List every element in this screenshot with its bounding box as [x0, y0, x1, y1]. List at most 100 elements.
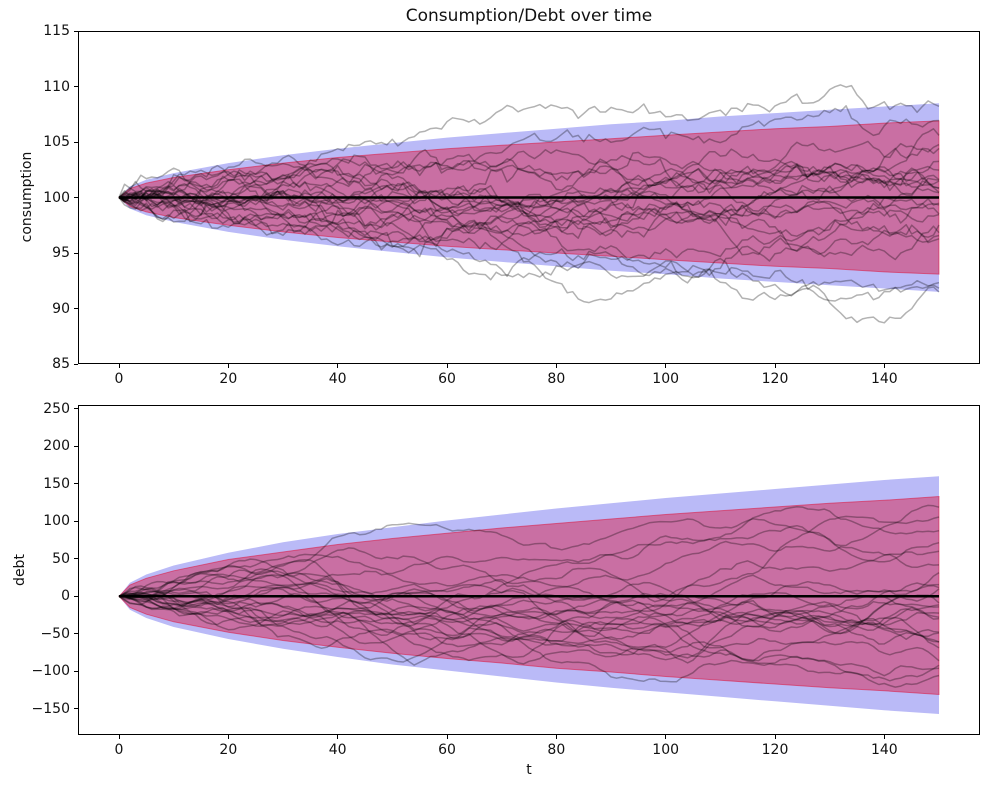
y-tick-mark	[74, 445, 78, 447]
y-tick-mark	[74, 483, 78, 485]
figure-title: Consumption/Debt over time	[405, 6, 653, 26]
sample-path	[118, 84, 940, 203]
x-tick-label: 40	[328, 742, 347, 758]
sample-path	[119, 587, 940, 641]
sample-path	[118, 568, 940, 649]
xlabel-t: t	[526, 762, 532, 778]
sample-path	[118, 196, 940, 256]
y-tick-label: 0	[61, 588, 70, 605]
sample-path	[118, 190, 940, 281]
y-tick-label: 110	[43, 78, 70, 95]
y-tick-mark	[74, 558, 78, 560]
sample-path	[118, 148, 940, 199]
sample-path	[118, 166, 940, 245]
sample-path	[118, 190, 940, 261]
sample-path	[118, 183, 940, 297]
y-tick-mark	[74, 308, 78, 309]
y-tick-label: 100	[43, 513, 70, 530]
x-tick-mark	[665, 364, 667, 368]
x-tick-label: 0	[114, 742, 124, 758]
sample-path	[118, 591, 940, 683]
x-tick-mark	[227, 364, 229, 368]
x-tick-label: 40	[328, 371, 347, 387]
sample-path	[118, 588, 940, 688]
x-tick-label: 20	[219, 742, 238, 758]
sample-path	[118, 164, 940, 324]
y-tick-mark	[74, 86, 78, 87]
x-tick-mark	[774, 364, 776, 368]
sample-path	[118, 506, 940, 598]
x-tick-mark	[446, 735, 448, 739]
x-tick-mark	[118, 735, 120, 739]
axes-spine	[78, 31, 980, 364]
x-tick-mark	[227, 735, 229, 739]
y-tick-mark	[74, 595, 78, 597]
sample-path	[118, 595, 940, 640]
sample-path	[118, 515, 940, 606]
y-tick-label: 115	[43, 23, 70, 39]
x-tick-label: 0	[114, 371, 124, 387]
y-tick-label: 250	[43, 400, 70, 417]
sample-path	[118, 176, 940, 239]
axes-spine	[78, 405, 980, 735]
sample-path	[118, 572, 940, 634]
y-tick-label: 90	[52, 300, 70, 317]
y-tick-mark	[74, 633, 78, 635]
y-tick-mark	[74, 197, 78, 198]
y-tick-label: 95	[52, 245, 70, 261]
x-tick-label: 120	[761, 742, 789, 758]
sample-path	[118, 574, 940, 620]
x-tick-mark	[555, 735, 557, 739]
x-tick-label: 140	[870, 742, 898, 758]
y-tick-mark	[74, 708, 78, 710]
sample-path	[118, 164, 940, 224]
sample-path	[118, 594, 940, 677]
x-tick-mark	[337, 735, 339, 739]
sample-path	[118, 164, 940, 236]
sample-path	[118, 585, 940, 643]
x-tick-label: 100	[652, 371, 680, 387]
y-tick-mark	[74, 141, 78, 143]
sample-path	[118, 540, 940, 604]
y-tick-mark	[74, 520, 78, 522]
sample-path	[118, 595, 940, 664]
sample-path	[118, 573, 940, 649]
y-tick-mark	[74, 363, 78, 365]
sample-path	[118, 182, 940, 229]
x-tick-mark	[446, 364, 448, 368]
x-tick-mark	[883, 364, 885, 368]
sample-path	[118, 592, 940, 662]
x-tick-mark	[665, 735, 667, 739]
y-tick-label: 50	[52, 550, 70, 567]
y-tick-label: 100	[43, 189, 70, 206]
sample-path	[118, 189, 940, 272]
y-tick-label: 105	[43, 134, 70, 150]
y-tick-label: 85	[52, 356, 70, 372]
y-tick-label: −100	[31, 663, 70, 680]
debt-panel-canvas	[78, 405, 980, 735]
sample-path	[118, 105, 940, 203]
sample-path	[118, 559, 940, 645]
sample-path	[118, 593, 940, 666]
sample-path	[118, 594, 940, 632]
sample-path	[118, 541, 940, 615]
y-tick-mark	[74, 670, 78, 672]
x-tick-label: 140	[870, 371, 898, 387]
x-tick-mark	[774, 735, 776, 739]
consumption-panel-canvas	[78, 31, 980, 364]
x-tick-mark	[337, 364, 339, 368]
x-tick-label: 60	[438, 371, 456, 387]
y-tick-mark	[74, 408, 78, 410]
y-tick-mark	[74, 30, 78, 32]
y-tick-label: −50	[40, 625, 70, 642]
x-tick-label: 120	[761, 371, 789, 387]
sample-path	[118, 147, 940, 223]
sample-path	[118, 140, 940, 212]
sample-path	[118, 192, 940, 304]
sample-path	[118, 154, 940, 218]
y-tick-label: 150	[43, 475, 70, 492]
sample-path	[118, 588, 940, 662]
x-tick-label: 80	[547, 371, 566, 387]
x-tick-mark	[118, 364, 120, 368]
